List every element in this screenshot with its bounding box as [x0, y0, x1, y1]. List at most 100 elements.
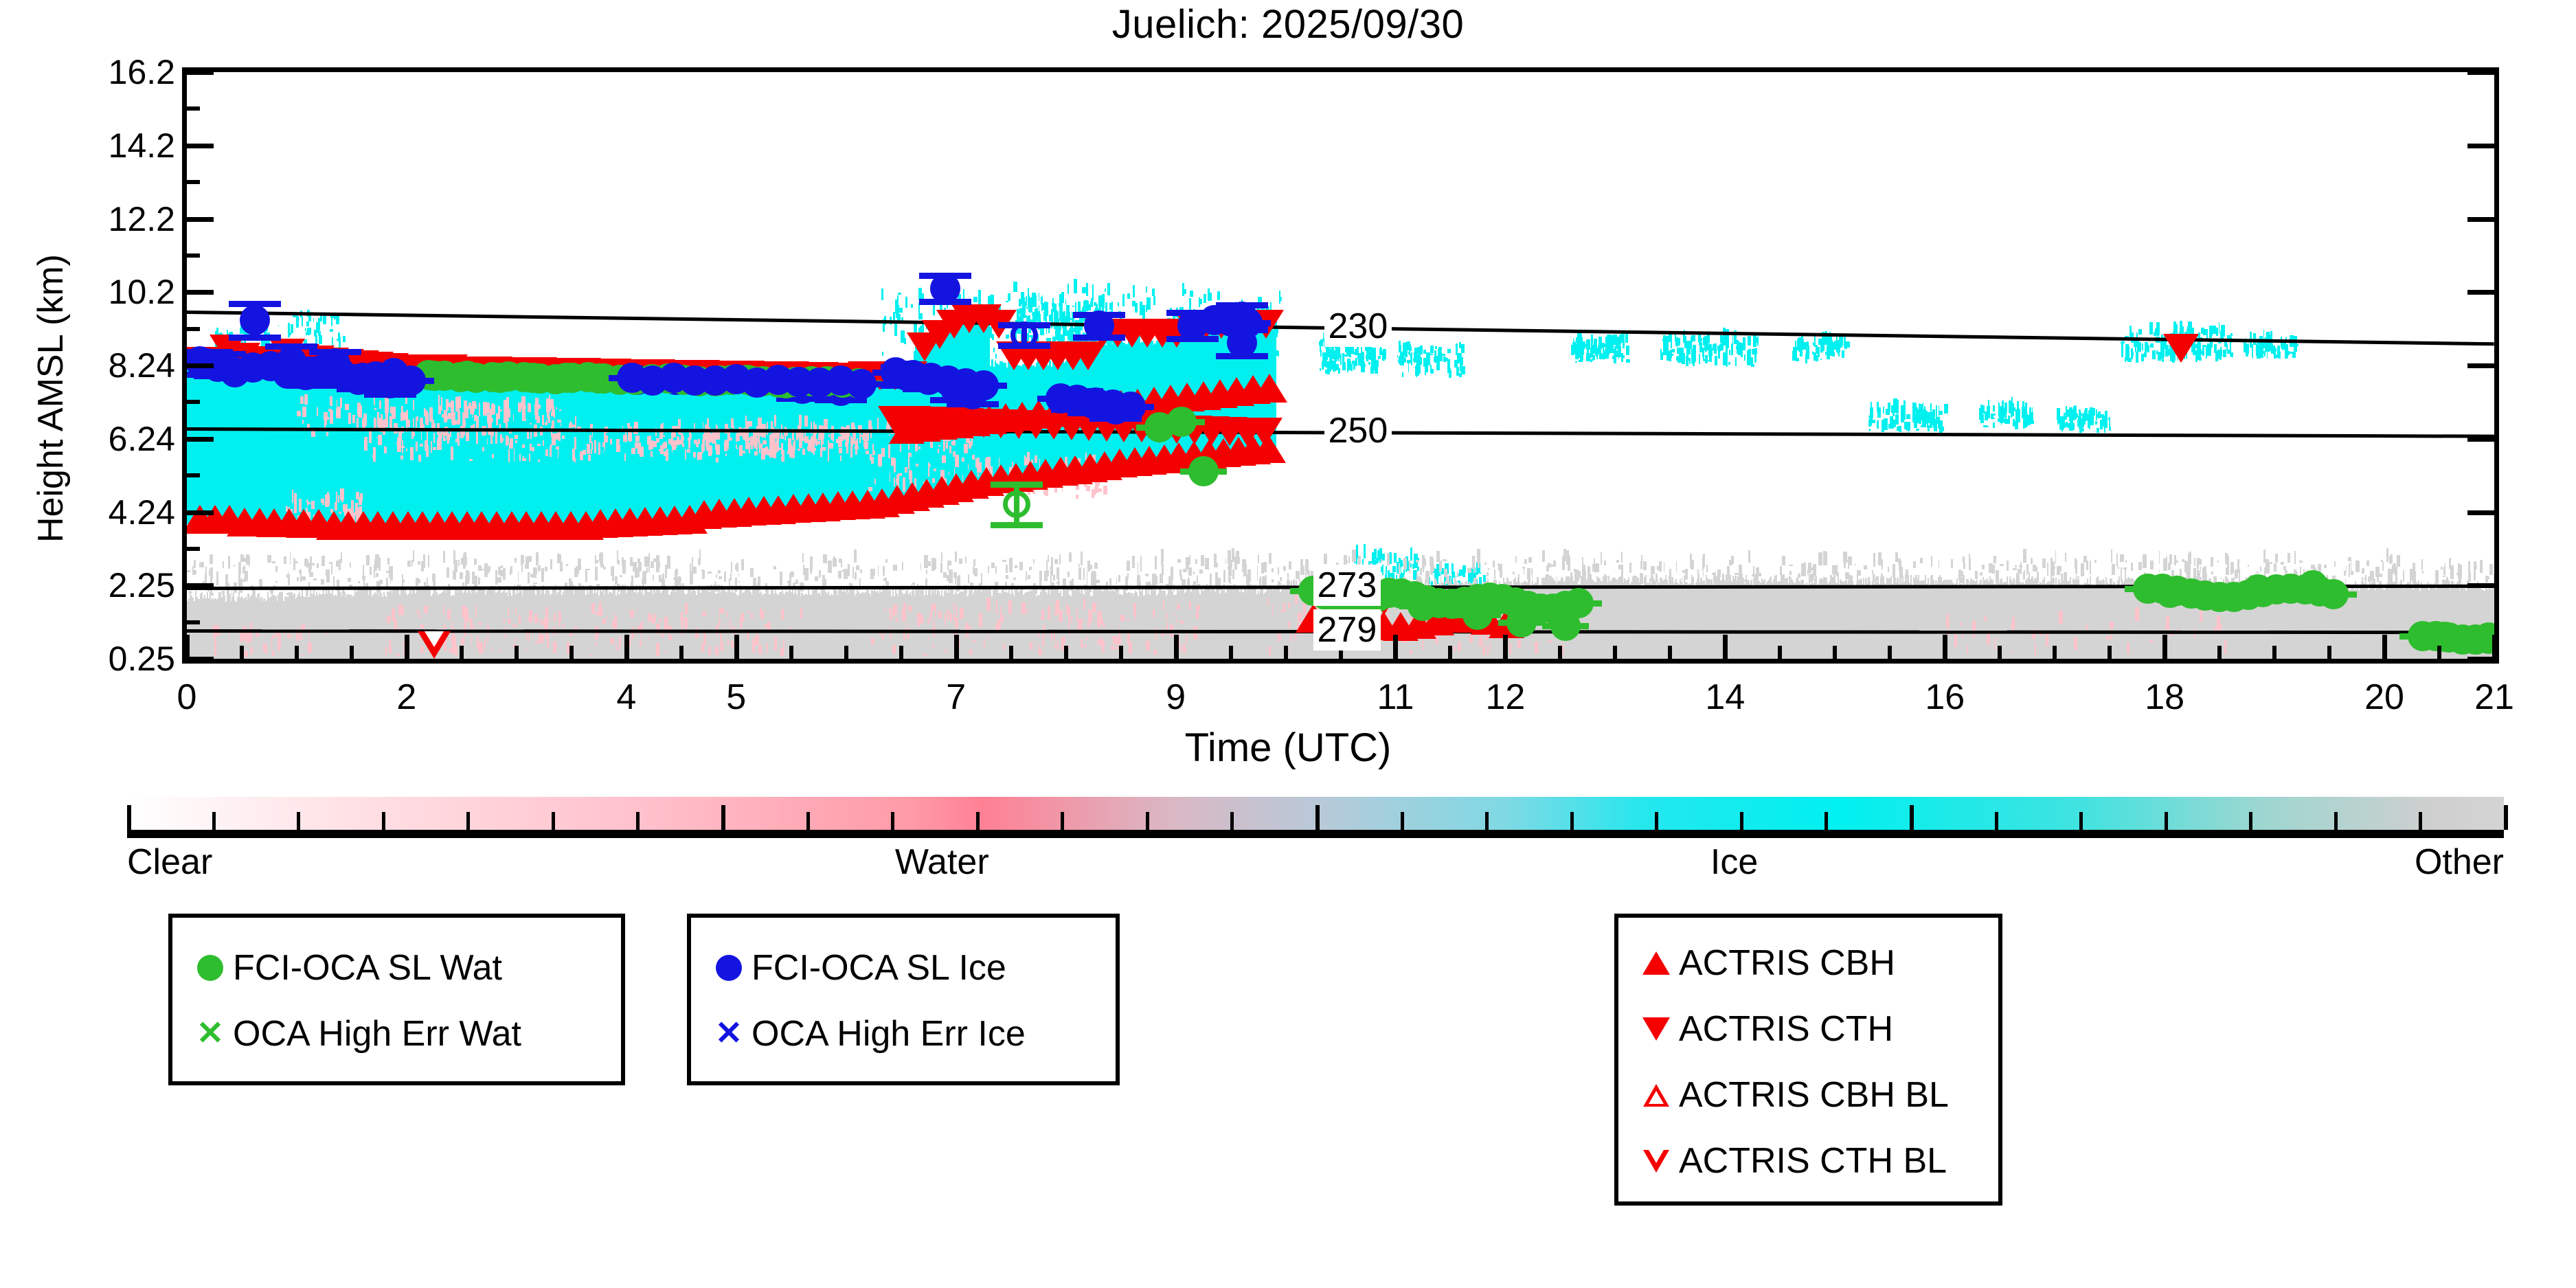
ice-cloud-pixel	[412, 366, 415, 523]
plot-canvas: 230 250 273 279	[187, 72, 2494, 659]
ice-cloud-pixel	[249, 350, 251, 524]
ice-cloud-pixel	[842, 378, 845, 509]
ice-cloud-pixel	[306, 332, 310, 335]
ice-cloud-pixel	[1117, 302, 1119, 307]
ice-cloud-pixel	[577, 369, 580, 526]
ice-cloud-pixel	[515, 370, 517, 526]
ice-cloud-pixel	[666, 376, 668, 521]
ice-cloud-pixel	[477, 370, 479, 524]
ice-cloud-pixel	[258, 353, 260, 526]
ice-cloud-pixel	[1033, 316, 1037, 320]
ice-cloud-pixel	[1133, 284, 1136, 298]
ice-cloud-pixel	[1069, 328, 1072, 335]
ice-cloud-pixel	[357, 364, 359, 524]
ice-cloud-pixel	[1200, 354, 1204, 360]
ice-cloud-pixel	[782, 374, 784, 508]
ice-cloud-pixel	[1152, 289, 1155, 296]
ice-cloud-pixel	[315, 335, 318, 349]
ice-cloud-pixel	[565, 371, 568, 527]
ice-cloud-pixel	[242, 347, 245, 524]
ice-cloud-pixel	[350, 361, 352, 526]
ice-cloud-pixel	[742, 372, 745, 513]
ice-cloud-pixel	[256, 352, 258, 524]
ice-cloud-pixel	[734, 375, 736, 511]
ice-cloud-pixel	[291, 324, 294, 333]
ice-cloud-pixel	[486, 374, 489, 523]
ice-cloud-pixel	[308, 312, 312, 322]
ice-cloud-pixel	[1063, 311, 1065, 324]
ice-cloud-pixel	[613, 376, 616, 523]
ice-cloud-pixel	[241, 341, 243, 526]
ice-cloud-pixel	[326, 362, 329, 528]
ice-cloud-pixel	[370, 368, 372, 523]
ice-cloud-pixel	[264, 334, 267, 348]
ice-cloud-pixel	[554, 370, 556, 528]
ice-cloud-pixel	[1017, 313, 1020, 324]
ice-cloud-pixel	[1139, 301, 1143, 315]
ice-cloud-pixel	[277, 359, 280, 526]
ice-cloud-pixel	[972, 354, 977, 359]
ice-cloud-pixel	[247, 345, 250, 526]
ice-cloud-pixel	[784, 380, 787, 510]
ice-cloud-pixel	[287, 355, 290, 527]
ice-cloud-pixel	[803, 376, 806, 507]
ice-cloud-pixel	[1203, 293, 1206, 303]
ice-cloud-pixel	[346, 359, 349, 528]
ice-cloud-pixel	[1256, 339, 1258, 349]
ice-cloud-pixel	[366, 368, 369, 525]
ice-cloud-pixel	[368, 366, 370, 526]
ice-cloud-pixel	[1275, 350, 1279, 356]
ice-cloud-pixel	[442, 369, 444, 526]
ice-cloud-pixel	[1065, 323, 1067, 335]
ice-cloud-pixel	[1023, 303, 1025, 313]
ice-cloud-pixel	[1278, 291, 1281, 304]
ice-cloud-pixel	[338, 365, 341, 528]
ice-cloud-pixel	[536, 369, 539, 528]
ice-cloud-pixel	[252, 348, 255, 522]
ice-cloud-pixel	[918, 313, 923, 320]
ice-cloud-pixel	[1052, 336, 1057, 344]
ice-cloud-pixel	[1067, 284, 1070, 294]
ice-cloud-pixel	[643, 376, 646, 521]
ice-cloud-pixel	[279, 356, 282, 523]
ice-cloud-pixel	[295, 354, 298, 526]
ice-cloud-pixel	[1093, 302, 1097, 306]
ice-cloud-pixel	[580, 374, 583, 526]
ice-cloud-pixel	[381, 368, 383, 527]
ice-cloud-pixel	[1026, 306, 1028, 309]
ice-cloud-pixel	[778, 374, 781, 511]
ice-cloud-pixel	[478, 369, 481, 528]
ice-cloud-pixel	[953, 354, 956, 359]
ice-cloud-pixel	[890, 322, 892, 325]
ice-cloud-pixel	[1145, 305, 1147, 312]
ice-cloud-pixel	[351, 364, 354, 528]
ice-cloud-pixel	[1199, 357, 1203, 363]
ice-cloud-pixel	[1041, 302, 1043, 311]
ice-cloud-pixel	[1046, 302, 1049, 316]
ice-cloud-pixel	[993, 348, 995, 353]
ice-cloud-pixel	[422, 370, 425, 528]
ice-cloud-pixel	[1060, 334, 1064, 348]
ice-cloud-pixel	[629, 370, 631, 521]
ice-cloud-pixel	[239, 343, 242, 526]
ice-cloud-pixel	[1043, 312, 1046, 321]
ice-cloud-pixel	[271, 355, 273, 523]
ice-cloud-pixel	[709, 372, 712, 512]
ice-cloud-pixel	[269, 360, 271, 524]
ice-cloud-pixel	[306, 321, 310, 326]
ice-cloud-pixel	[337, 332, 340, 341]
ice-cloud-pixel	[691, 376, 693, 518]
ice-cloud-pixel	[323, 316, 326, 324]
ice-cloud-pixel	[409, 366, 411, 526]
ice-cloud-pixel	[291, 352, 293, 526]
ice-cloud-pixel	[453, 370, 456, 524]
ice-cloud-pixel	[465, 368, 468, 524]
ice-cloud-pixel	[783, 373, 786, 510]
y-axis-tick-labels: 16.2 14.2 12.2 10.2 8.24 6.24 4.24 2.25 0.25	[0, 53, 175, 678]
ice-cloud-pixel	[299, 357, 301, 523]
ice-cloud-pixel	[343, 335, 346, 343]
ice-cloud-pixel	[610, 372, 613, 521]
ice-cloud-pixel	[729, 372, 732, 515]
ice-cloud-pixel	[1133, 346, 1138, 357]
ice-cloud-pixel	[538, 368, 540, 526]
